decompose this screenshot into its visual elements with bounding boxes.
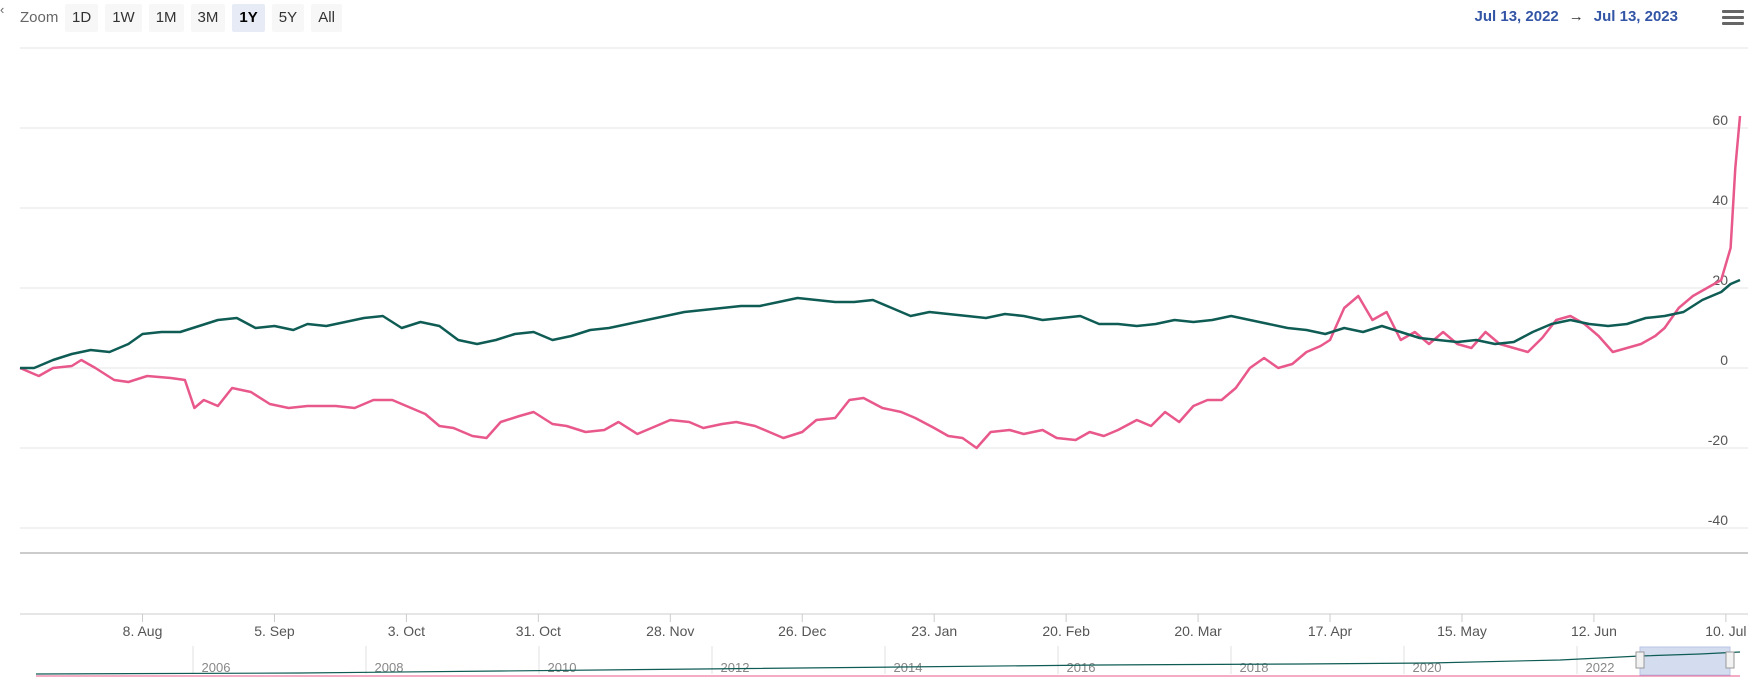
series-line-0 [19,115,1742,450]
x-tick-label: 5. Sep [254,623,295,639]
navigator: 2006 2008 2010 2012 2014 2016 2018 2020 2022 [35,646,1741,677]
date-range-display: Jul 13, 2022 → Jul 13, 2023 [1475,8,1678,25]
x-tick-label: 15. May [1437,623,1487,639]
navigator-selection-window [1639,646,1731,676]
grid-lines [20,47,1748,529]
navigator-year-label: 2020 [1413,660,1442,675]
x-tick-label: 23. Jan [911,623,957,639]
range-start-date[interactable]: Jul 13, 2022 [1474,8,1559,25]
x-tick-label: 20. Feb [1042,623,1090,639]
zoom-1y-button[interactable]: 1Y [232,4,265,32]
navigator-year-label: 2016 [1067,660,1096,675]
zoom-5y-button[interactable]: 5Y [271,4,305,32]
range-arrow-icon: → [1568,8,1584,25]
zoom-1m-button[interactable]: 1M [148,4,184,32]
x-axis-ticks: 8. Aug 5. Sep 3. Oct 31. Oct 28. Nov 26. Dec 2… [123,614,1746,639]
x-tick-label: 20. Mar [1174,623,1222,639]
x-tick-label: 31. Oct [516,623,561,639]
y-tick-label: -40 [1708,512,1728,528]
zoom-button-group: 1D 1W 1M 3M 1Y 5Y All [65,4,343,32]
series-line-1 [20,278,1741,370]
navigator-series-line [35,651,1741,675]
range-end-date[interactable]: Jul 13, 2023 [1593,8,1678,25]
y-tick-label: 40 [1712,192,1728,208]
hamburger-menu-icon[interactable] [1722,10,1744,26]
series-lines [19,115,1742,450]
zoom-3m-button[interactable]: 3M [190,4,226,32]
y-tick-label: -20 [1708,432,1728,448]
navigator-year-label: 2006 [202,660,231,675]
navigator-year-label: 2022 [1586,660,1615,675]
navigator-year-label: 2018 [1240,660,1269,675]
zoom-all-button[interactable]: All [311,4,343,32]
navigator-handle[interactable] [1635,651,1645,669]
x-tick-label: 17. Apr [1308,623,1353,639]
navigator-year-label: 2012 [721,660,750,675]
x-tick-label: 8. Aug [123,623,163,639]
y-tick-label: 60 [1712,112,1728,128]
navigator-handle[interactable] [1725,651,1735,669]
zoom-label: Zoom [20,9,59,26]
x-tick-label: 10. Jul [1705,623,1746,639]
navigator-year-label: 2008 [375,660,404,675]
navigator-year-label: 2010 [548,660,577,675]
collapse-chevron-icon[interactable]: ‹ [0,2,5,17]
chart-toolbar: ‹ Zoom 1D 1W 1M 3M 1Y 5Y All Jul 13, 202… [0,0,1748,36]
y-tick-label: 0 [1720,352,1728,368]
x-tick-label: 26. Dec [778,623,826,639]
x-tick-label: 3. Oct [388,623,425,639]
x-tick-label: 28. Nov [646,623,694,639]
zoom-1d-button[interactable]: 1D [65,4,99,32]
x-tick-label: 12. Jun [1571,623,1617,639]
zoom-1w-button[interactable]: 1W [105,4,142,32]
